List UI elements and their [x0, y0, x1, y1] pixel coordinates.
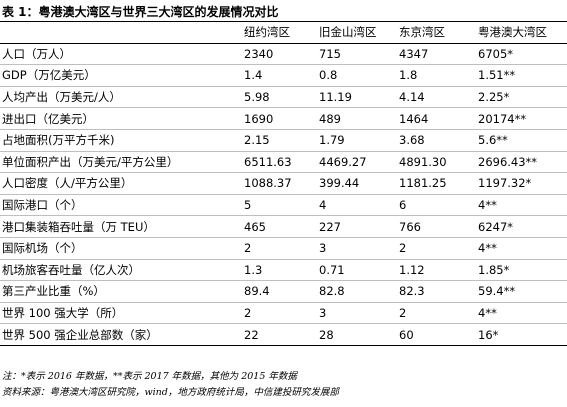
value-cell: 28 [315, 323, 395, 346]
value-cell: 1690 [240, 107, 315, 130]
table-row: 占地面积(万平方千米) 2.15 1.79 3.68 5.6** [0, 129, 567, 152]
table-row: 第三产业比重（%） 89.4 82.8 82.3 59.4** [0, 280, 567, 303]
value-cell: 60 [395, 323, 474, 346]
value-cell: 1.51** [474, 64, 567, 87]
value-cell: 2 [240, 302, 315, 325]
row-label-cell: 国际港口（个） [0, 194, 240, 217]
value-cell: 1.4 [240, 64, 315, 87]
table-row: 机场旅客吞吐量（亿人次） 1.3 0.71 1.12 1.85* [0, 259, 567, 282]
header-cell [0, 21, 240, 44]
table-row: 国际机场（个） 2 3 2 4** [0, 237, 567, 260]
table-row: 进出口（亿美元） 1690 489 1464 20174** [0, 107, 567, 130]
value-cell: 4 [315, 194, 395, 217]
value-cell: 1.79 [315, 129, 395, 152]
value-cell: 1.8 [395, 64, 474, 87]
value-cell: 1.85* [474, 259, 567, 282]
value-cell: 1181.25 [395, 172, 474, 195]
value-cell: 1.3 [240, 259, 315, 282]
table-row: GDP（万亿美元） 1.4 0.8 1.8 1.51** [0, 64, 567, 87]
row-label-cell: 第三产业比重（%） [0, 280, 240, 303]
value-cell: 2 [395, 237, 474, 260]
value-cell: 1464 [395, 107, 474, 130]
value-cell: 82.3 [395, 280, 474, 303]
table-header-row: 纽约湾区 旧金山湾区 东京湾区 粤港澳大湾区 [0, 21, 567, 44]
row-label-cell: 机场旅客吞吐量（亿人次） [0, 259, 240, 282]
header-cell: 纽约湾区 [240, 21, 315, 44]
row-label-cell: 世界 100 强大学（所） [0, 302, 240, 325]
row-label-cell: 港口集装箱吞吐量（万 TEU） [0, 215, 240, 238]
value-cell: 5 [240, 194, 315, 217]
header-cell: 东京湾区 [395, 21, 474, 44]
row-label-cell: 单位面积产出（万美元/平方公里） [0, 151, 240, 174]
value-cell: 4** [474, 302, 567, 325]
table-row: 世界 500 强企业总部数（家） 22 28 60 16* [0, 323, 567, 346]
value-cell: 2340 [240, 43, 315, 66]
value-cell: 6511.63 [240, 151, 315, 174]
value-cell: 4891.30 [395, 151, 474, 174]
value-cell: 11.19 [315, 86, 395, 109]
value-cell: 2696.43** [474, 151, 567, 174]
value-cell: 399.44 [315, 172, 395, 195]
value-cell: 1.12 [395, 259, 474, 282]
value-cell: 489 [315, 107, 395, 130]
value-cell: 4347 [395, 43, 474, 66]
row-label-cell: 占地面积(万平方千米) [0, 129, 240, 152]
value-cell: 2 [240, 237, 315, 260]
value-cell: 4** [474, 237, 567, 260]
value-cell: 5.6** [474, 129, 567, 152]
value-cell: 3 [315, 237, 395, 260]
row-label-cell: GDP（万亿美元） [0, 64, 240, 87]
row-label-cell: 世界 500 强企业总部数（家） [0, 323, 240, 346]
value-cell: 766 [395, 215, 474, 238]
value-cell: 6705* [474, 43, 567, 66]
value-cell: 22 [240, 323, 315, 346]
value-cell: 89.4 [240, 280, 315, 303]
source-line: 资料来源：粤港澳大湾区研究院，wind，地方政府统计局，中信建投研究发展部 [2, 387, 339, 398]
value-cell: 2.25* [474, 86, 567, 109]
value-cell: 5.98 [240, 86, 315, 109]
value-cell: 20174** [474, 107, 567, 130]
value-cell: 2.15 [240, 129, 315, 152]
row-label-cell: 进出口（亿美元） [0, 107, 240, 130]
value-cell: 82.8 [315, 280, 395, 303]
row-label-cell: 国际机场（个） [0, 237, 240, 260]
comparison-table: 纽约湾区 旧金山湾区 东京湾区 粤港澳大湾区 人口（万人） 2340 715 4347… [0, 21, 567, 346]
row-label-cell: 人口密度（人/平方公里） [0, 172, 240, 195]
value-cell: 227 [315, 215, 395, 238]
table-row: 人口密度（人/平方公里） 1088.37 399.44 1181.25 1197.32* [0, 172, 567, 195]
table-row: 人均产出（万美元/人） 5.98 11.19 4.14 2.25* [0, 86, 567, 109]
value-cell: 1088.37 [240, 172, 315, 195]
value-cell: 2 [395, 302, 474, 325]
value-cell: 465 [240, 215, 315, 238]
table-caption: 表 1：粤港澳大湾区与世界三大湾区的发展情况对比 [2, 5, 279, 19]
value-cell: 16* [474, 323, 567, 346]
value-cell: 4** [474, 194, 567, 217]
value-cell: 6247* [474, 215, 567, 238]
value-cell: 59.4** [474, 280, 567, 303]
table-row: 人口（万人） 2340 715 4347 6705* [0, 43, 567, 66]
value-cell: 6 [395, 194, 474, 217]
value-cell: 715 [315, 43, 395, 66]
header-cell: 旧金山湾区 [315, 21, 395, 44]
value-cell: 3.68 [395, 129, 474, 152]
table-row: 世界 100 强大学（所） 2 3 2 4** [0, 302, 567, 325]
row-label-cell: 人均产出（万美元/人） [0, 86, 240, 109]
value-cell: 3 [315, 302, 395, 325]
table-notes: 注：*表示 2016 年数据，**表示 2017 年数据，其他为 2015 年数… [2, 369, 339, 401]
table-row: 国际港口（个） 5 4 6 4** [0, 194, 567, 217]
table-row: 单位面积产出（万美元/平方公里） 6511.63 4469.27 4891.30 269… [0, 151, 567, 174]
note-line: 注：*表示 2016 年数据，**表示 2017 年数据，其他为 2015 年数… [2, 371, 297, 382]
value-cell: 0.8 [315, 64, 395, 87]
value-cell: 4.14 [395, 86, 474, 109]
header-cell: 粤港澳大湾区 [474, 21, 567, 44]
table-row: 港口集装箱吞吐量（万 TEU） 465 227 766 6247* [0, 215, 567, 238]
value-cell: 4469.27 [315, 151, 395, 174]
value-cell: 1197.32* [474, 172, 567, 195]
value-cell: 0.71 [315, 259, 395, 282]
row-label-cell: 人口（万人） [0, 43, 240, 66]
